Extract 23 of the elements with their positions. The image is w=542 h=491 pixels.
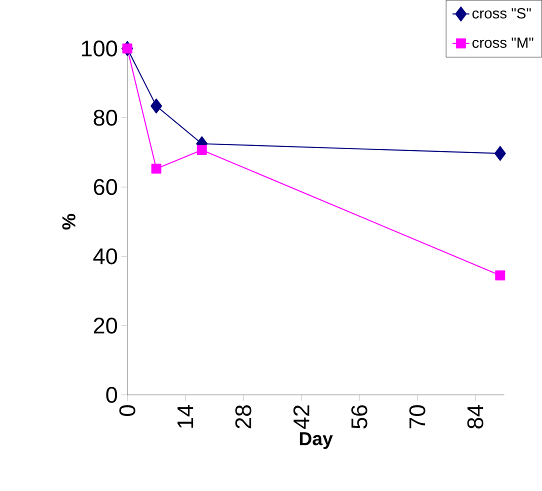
- x-tick-label: 0: [119, 405, 136, 416]
- x-tick-label: 28: [235, 405, 252, 428]
- y-tick-label: 60: [94, 179, 118, 196]
- legend-label: cross "M": [472, 38, 534, 48]
- y-tick-label: 100: [82, 40, 118, 57]
- legend-label: cross "S": [472, 8, 531, 19]
- y-tick-label: 80: [94, 110, 118, 126]
- x-tick-label: 84: [467, 405, 484, 429]
- x-tick-label: 42: [293, 406, 310, 430]
- x-tick-label: 70: [409, 405, 426, 428]
- x-tick-label: 14: [178, 405, 194, 428]
- x-axis-title: Day: [300, 432, 333, 450]
- point: [122, 44, 132, 54]
- y-tick-label: 0: [106, 387, 118, 404]
- point: [151, 164, 162, 174]
- y-tick-label: 40: [93, 248, 118, 265]
- y-tick-label: 20: [94, 318, 118, 334]
- y-axis-title: %: [62, 214, 76, 230]
- point: [494, 146, 506, 162]
- point: [495, 270, 506, 281]
- point: [196, 145, 207, 156]
- x-tick-label: 56: [351, 405, 368, 429]
- point: [150, 98, 162, 114]
